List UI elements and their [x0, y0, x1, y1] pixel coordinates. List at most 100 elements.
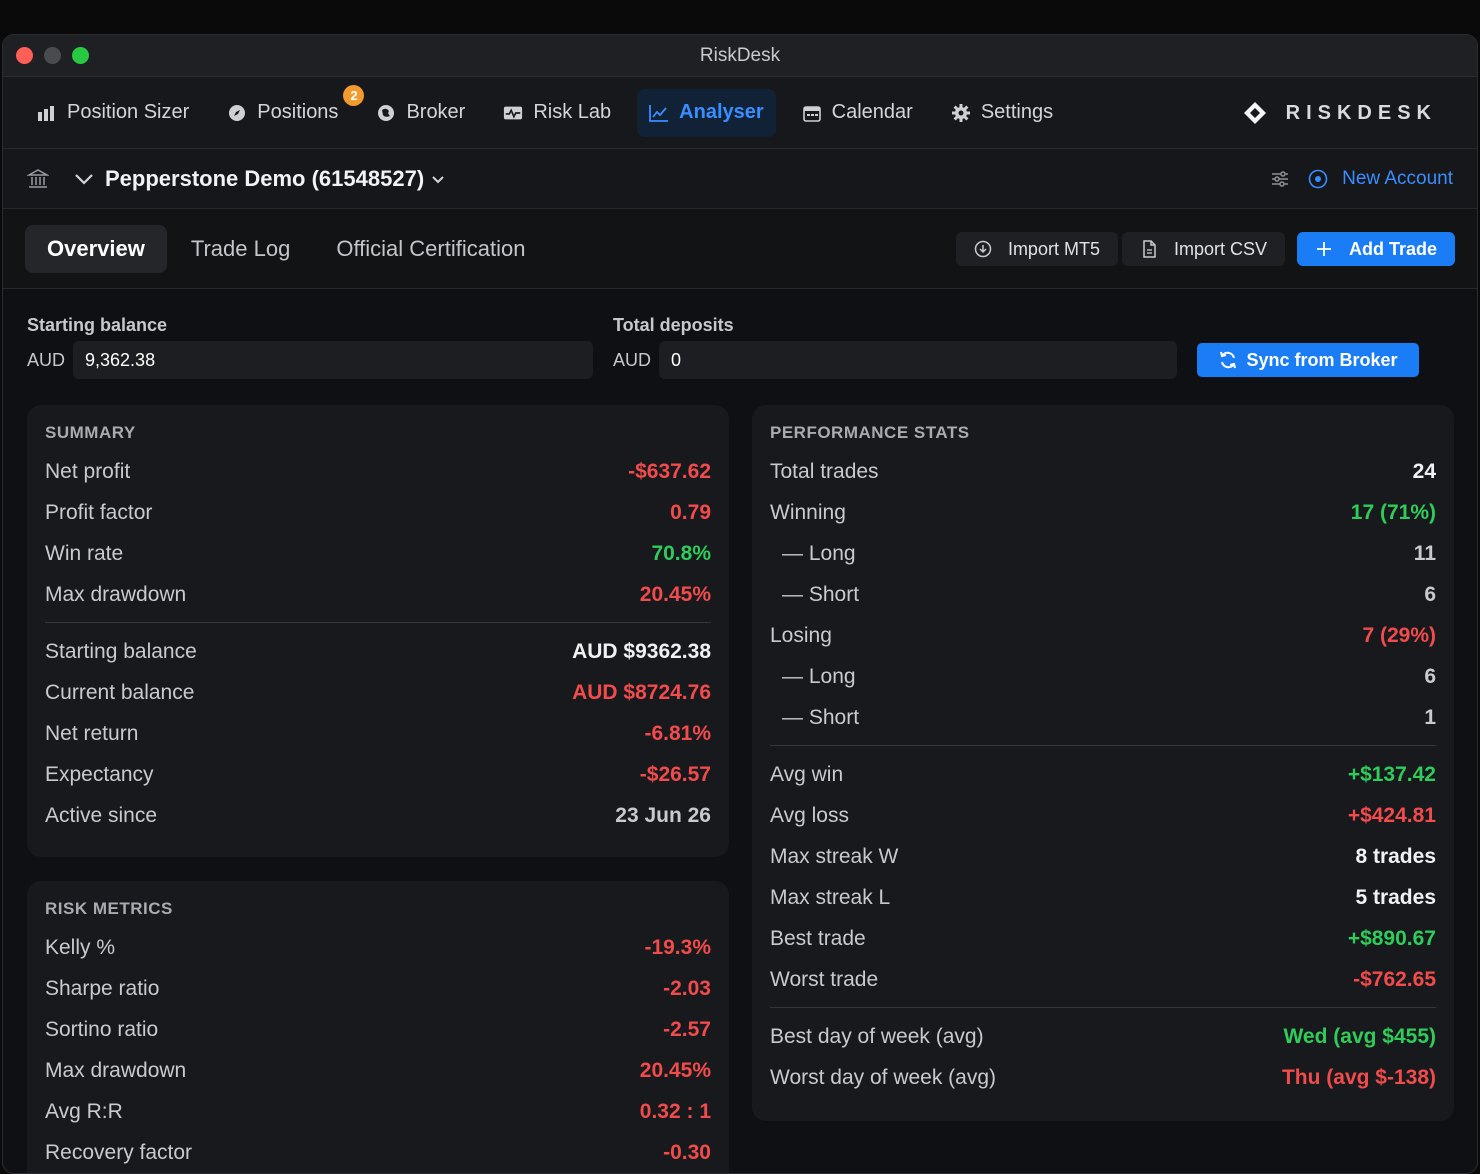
stat-row-win-rate: Win rate 70.8% — [45, 533, 711, 574]
stat-row-current-balance: Current balance AUD $8724.76 — [45, 672, 711, 713]
nav-analyser[interactable]: Analyser — [637, 88, 776, 137]
plus-icon — [1316, 242, 1331, 256]
stat-label: Expectancy — [45, 762, 154, 786]
stat-row-avg-loss: Avg loss +$424.81 — [770, 795, 1436, 836]
riskdesk-logo-icon — [1243, 102, 1266, 124]
divider — [770, 745, 1436, 746]
chevron-down-icon[interactable] — [430, 171, 446, 187]
gear-icon — [951, 103, 971, 123]
plus-circle-icon[interactable] — [1308, 169, 1328, 189]
stat-row-net-profit: Net profit -$637.62 — [45, 451, 711, 492]
stat-label: Recovery factor — [45, 1140, 193, 1164]
import-mt5-button[interactable]: Import MT5 — [955, 232, 1118, 266]
total-deposits-input[interactable] — [659, 341, 1178, 379]
nav-positions[interactable]: Positions 2 — [215, 84, 365, 137]
stat-row-worst-trade: Worst trade -$762.65 — [770, 959, 1436, 1000]
summary-card: SUMMARY Net profit -$637.62 Profit factor 0… — [27, 405, 729, 857]
starting-balance-input[interactable] — [73, 341, 594, 379]
performance-group-days: Best day of week (avg) Wed (avg $455) Wors… — [770, 1016, 1436, 1098]
minimize-window-button[interactable] — [44, 47, 61, 64]
stat-label: Current balance — [45, 680, 195, 704]
stat-value: -2.57 — [663, 1017, 711, 1041]
currency-prefix: AUD — [613, 349, 652, 370]
risk-metrics-title: RISK METRICS — [45, 899, 173, 918]
add-trade-label: Add Trade — [1348, 238, 1437, 259]
bar-chart-icon — [37, 103, 57, 123]
stat-row-max-streak-l: Max streak L 5 trades — [770, 877, 1436, 918]
stat-value: 0.79 — [670, 500, 711, 524]
sync-from-broker-button[interactable]: Sync from Broker — [1197, 343, 1419, 377]
nav-risk-lab[interactable]: Risk Lab — [491, 89, 623, 137]
stat-value: -$637.62 — [628, 459, 711, 483]
add-trade-button[interactable]: Add Trade — [1296, 232, 1455, 266]
nav-label: Broker — [406, 101, 466, 123]
stat-value: AUD $9362.38 — [572, 639, 711, 663]
nav-broker[interactable]: Broker — [364, 89, 477, 137]
window-controls — [16, 47, 89, 64]
tab-official-certification[interactable]: Official Certification — [336, 235, 526, 261]
tab-trade-log[interactable]: Trade Log — [190, 235, 291, 261]
nav-label: Positions — [257, 101, 339, 123]
stat-row-sortino-ratio: Sortino ratio -2.57 — [45, 1009, 711, 1050]
starting-balance-row: AUD — [27, 341, 594, 379]
stat-label: Sortino ratio — [45, 1017, 159, 1041]
stat-label: Max drawdown — [45, 1058, 187, 1082]
stat-label: Avg loss — [770, 803, 849, 827]
stat-value: 23 Jun 26 — [615, 803, 711, 827]
zoom-window-button[interactable] — [72, 47, 89, 64]
file-icon — [1143, 240, 1156, 258]
stat-value: -$762.65 — [1353, 967, 1436, 991]
stat-label: Worst day of week (avg) — [770, 1065, 997, 1089]
performance-stats-card: PERFORMANCE STATS Total trades 24 Winning 1… — [752, 405, 1454, 1121]
stat-row-sharpe-ratio: Sharpe ratio -2.03 — [45, 968, 711, 1009]
nav-calendar[interactable]: Calendar — [790, 89, 925, 137]
nav-label: Risk Lab — [533, 101, 612, 123]
import-csv-button[interactable]: Import CSV — [1121, 232, 1285, 266]
stat-value: AUD $8724.76 — [572, 680, 711, 704]
stat-label: — Long — [782, 664, 856, 688]
account-selector[interactable]: Pepperstone Demo (61548527) — [105, 165, 425, 191]
positions-count-badge: 2 — [343, 84, 365, 106]
nav-label: Analyser — [679, 101, 764, 123]
stat-row-short: — Short 1 — [770, 697, 1436, 738]
stat-label: Worst trade — [770, 967, 879, 991]
tab-overview[interactable]: Overview — [25, 224, 167, 273]
nav-label: Settings — [980, 101, 1054, 123]
stat-value: -2.03 — [663, 976, 711, 1000]
brand-name: RISKDESK — [1285, 101, 1437, 124]
sync-label: Sync from Broker — [1246, 349, 1398, 370]
stat-value: 11 — [1413, 541, 1436, 565]
sliders-icon[interactable] — [1270, 169, 1290, 189]
new-account-button[interactable]: New Account — [1342, 168, 1453, 189]
stat-value: +$890.67 — [1347, 926, 1436, 950]
performance-title: PERFORMANCE STATS — [770, 423, 970, 442]
account-actions: New Account — [1270, 149, 1453, 209]
balance-fields: Starting balance AUD Total deposits AUD … — [27, 289, 1453, 405]
stat-label: Sharpe ratio — [45, 976, 160, 1000]
stat-row-starting-balance: Starting balance AUD $9362.38 — [45, 631, 711, 672]
stat-row-worst-day-of-week-avg: Worst day of week (avg) Thu (avg $-138) — [770, 1057, 1436, 1098]
stat-value: Wed (avg $455) — [1283, 1024, 1436, 1048]
title-bar: RiskDesk — [3, 35, 1477, 77]
account-bar: Pepperstone Demo (61548527) New Account — [3, 149, 1477, 209]
nav-position-sizer[interactable]: Position Sizer — [25, 89, 201, 137]
stat-value: -$26.57 — [639, 762, 711, 786]
stat-row-max-drawdown: Max drawdown 20.45% — [45, 1050, 711, 1091]
nav-label: Position Sizer — [67, 101, 190, 123]
stat-label: Max drawdown — [45, 582, 187, 606]
stat-value: 0.32 : 1 — [639, 1099, 711, 1123]
overview-content: Starting balance AUD Total deposits AUD … — [3, 289, 1477, 405]
collapse-chevron-icon[interactable] — [73, 168, 95, 190]
stat-value: 6 — [1424, 664, 1436, 688]
stat-label: Best day of week (avg) — [770, 1024, 984, 1048]
nav-settings[interactable]: Settings — [939, 89, 1065, 137]
stat-label: Total trades — [770, 459, 879, 483]
stat-row-net-return: Net return -6.81% — [45, 713, 711, 754]
close-window-button[interactable] — [16, 47, 33, 64]
stat-label: Max streak W — [770, 844, 899, 868]
stat-row-max-streak-w: Max streak W 8 trades — [770, 836, 1436, 877]
stat-label: Starting balance — [45, 639, 197, 663]
view-tabs: Overview Trade Log Official Certificatio… — [3, 209, 1477, 289]
stat-row-expectancy: Expectancy -$26.57 — [45, 754, 711, 795]
stat-row-max-drawdown: Max drawdown 20.45% — [45, 574, 711, 615]
